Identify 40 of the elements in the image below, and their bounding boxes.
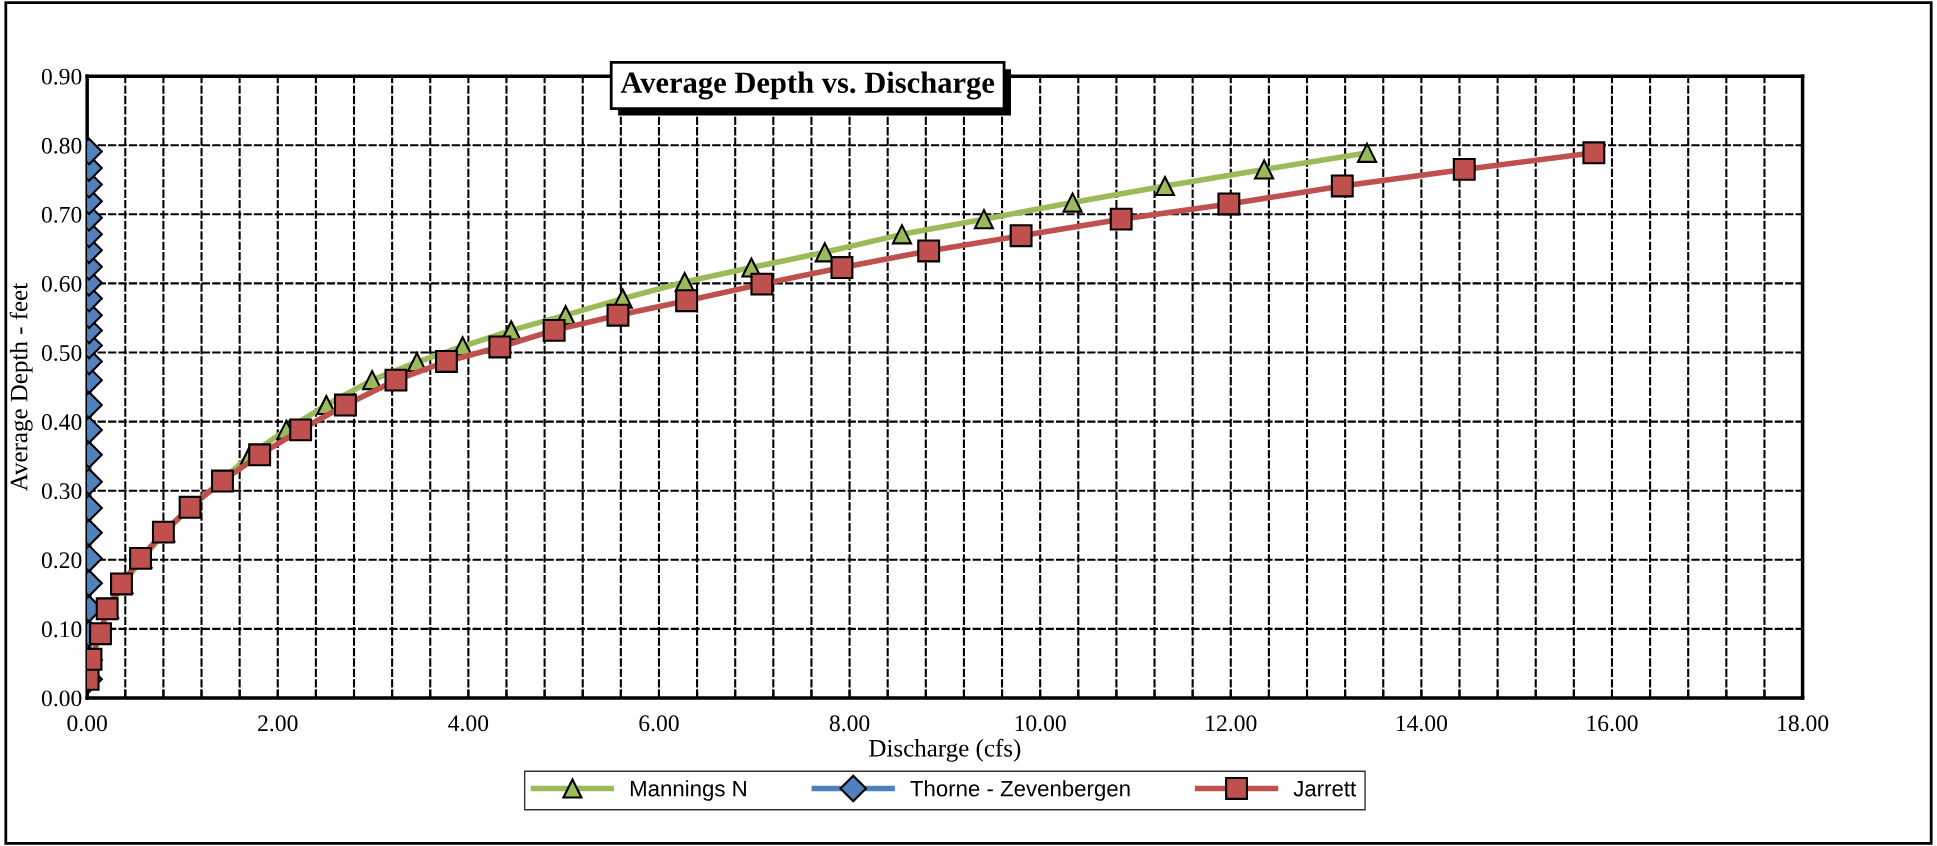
y-tick-label: 0.90 — [41, 68, 82, 85]
point — [973, 209, 995, 230]
legend-label: Thorne - Zevenbergen — [910, 780, 1130, 801]
x-tick-label: 12.00 — [1206, 715, 1257, 732]
x-tick-label: 10.00 — [1015, 715, 1066, 732]
point — [750, 272, 774, 296]
point — [1109, 207, 1133, 231]
x-tick-label: 0.00 — [67, 715, 107, 732]
y-tick-label: 0.60 — [41, 275, 82, 292]
x-tick-label: 8.00 — [829, 715, 870, 732]
x-tick-label: 6.00 — [639, 715, 679, 732]
y-tick-label: 0.40 — [41, 414, 82, 431]
y-tick-label: 0.30 — [41, 483, 82, 500]
y-tick-label: 0.80 — [41, 137, 82, 154]
point — [891, 224, 913, 245]
x-axis-title: Discharge (cfs) — [869, 738, 1021, 762]
point — [1217, 192, 1241, 216]
point — [1356, 142, 1378, 163]
point — [1009, 224, 1033, 248]
y-tick-label: 0.50 — [41, 344, 82, 362]
chart-title: Average Depth vs. Discharge — [620, 71, 995, 100]
point — [917, 239, 941, 263]
x-tick-label: 16.00 — [1587, 715, 1638, 732]
point — [1254, 159, 1275, 180]
x-tick-label: 4.00 — [448, 715, 489, 732]
x-tick-label: 18.00 — [1778, 715, 1829, 732]
y-tick-label: 0.20 — [41, 552, 82, 569]
x-tick-label: 14.00 — [1396, 715, 1448, 732]
point — [675, 289, 699, 313]
point — [830, 256, 854, 279]
y-tick-label: 0.70 — [41, 206, 82, 223]
legend-label: Mannings N — [630, 780, 746, 801]
y-tick-label: 0.10 — [41, 621, 82, 638]
x-tick-label: 2.00 — [258, 715, 298, 732]
y-axis-title: Average Depth - feet — [9, 282, 33, 492]
point — [1062, 192, 1083, 213]
y-tick-label: 0.00 — [41, 690, 82, 707]
point — [1154, 175, 1176, 197]
legend-label: Jarrett — [1293, 780, 1357, 797]
point — [1330, 174, 1354, 198]
